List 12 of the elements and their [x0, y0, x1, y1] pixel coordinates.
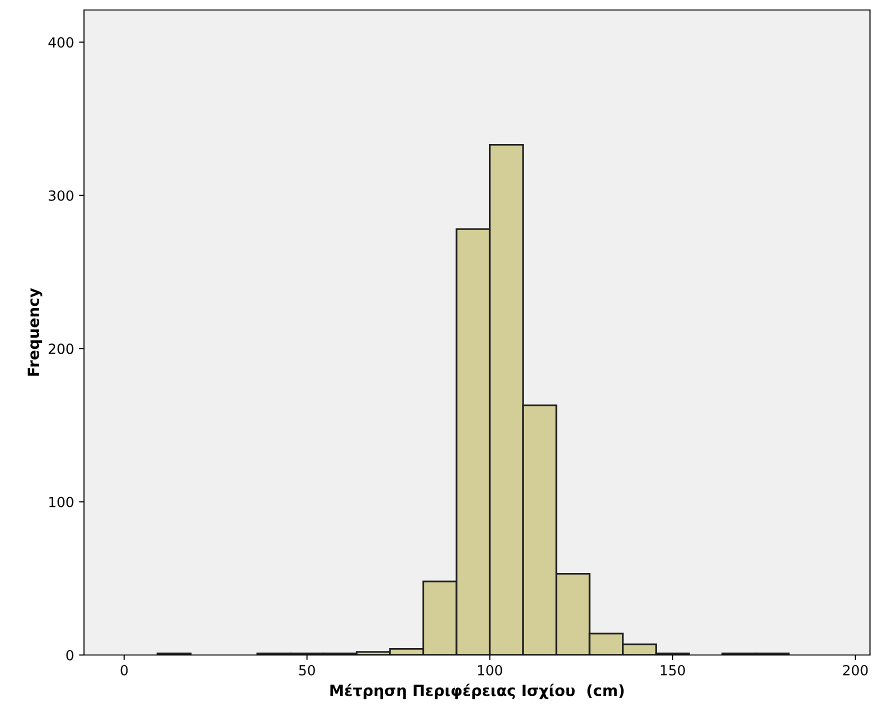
x-axis-title: Μέτρηση Περιφέρειας Ισχίου (cm): [330, 684, 624, 700]
x-tick-label: 0: [120, 664, 128, 676]
x-tick-label: 100: [478, 664, 502, 676]
y-axis-title: Frequency: [28, 288, 42, 376]
y-tick-label: 300: [48, 190, 74, 201]
x-tick-label: 200: [843, 664, 868, 676]
y-tick-label: 200: [48, 344, 74, 354]
x-tick-label: 50: [299, 664, 315, 676]
y-tick-label: 400: [48, 37, 74, 48]
y-tick-label: 0: [66, 650, 74, 660]
x-tick-label: 150: [660, 664, 685, 676]
y-tick-label: 100: [49, 496, 74, 508]
